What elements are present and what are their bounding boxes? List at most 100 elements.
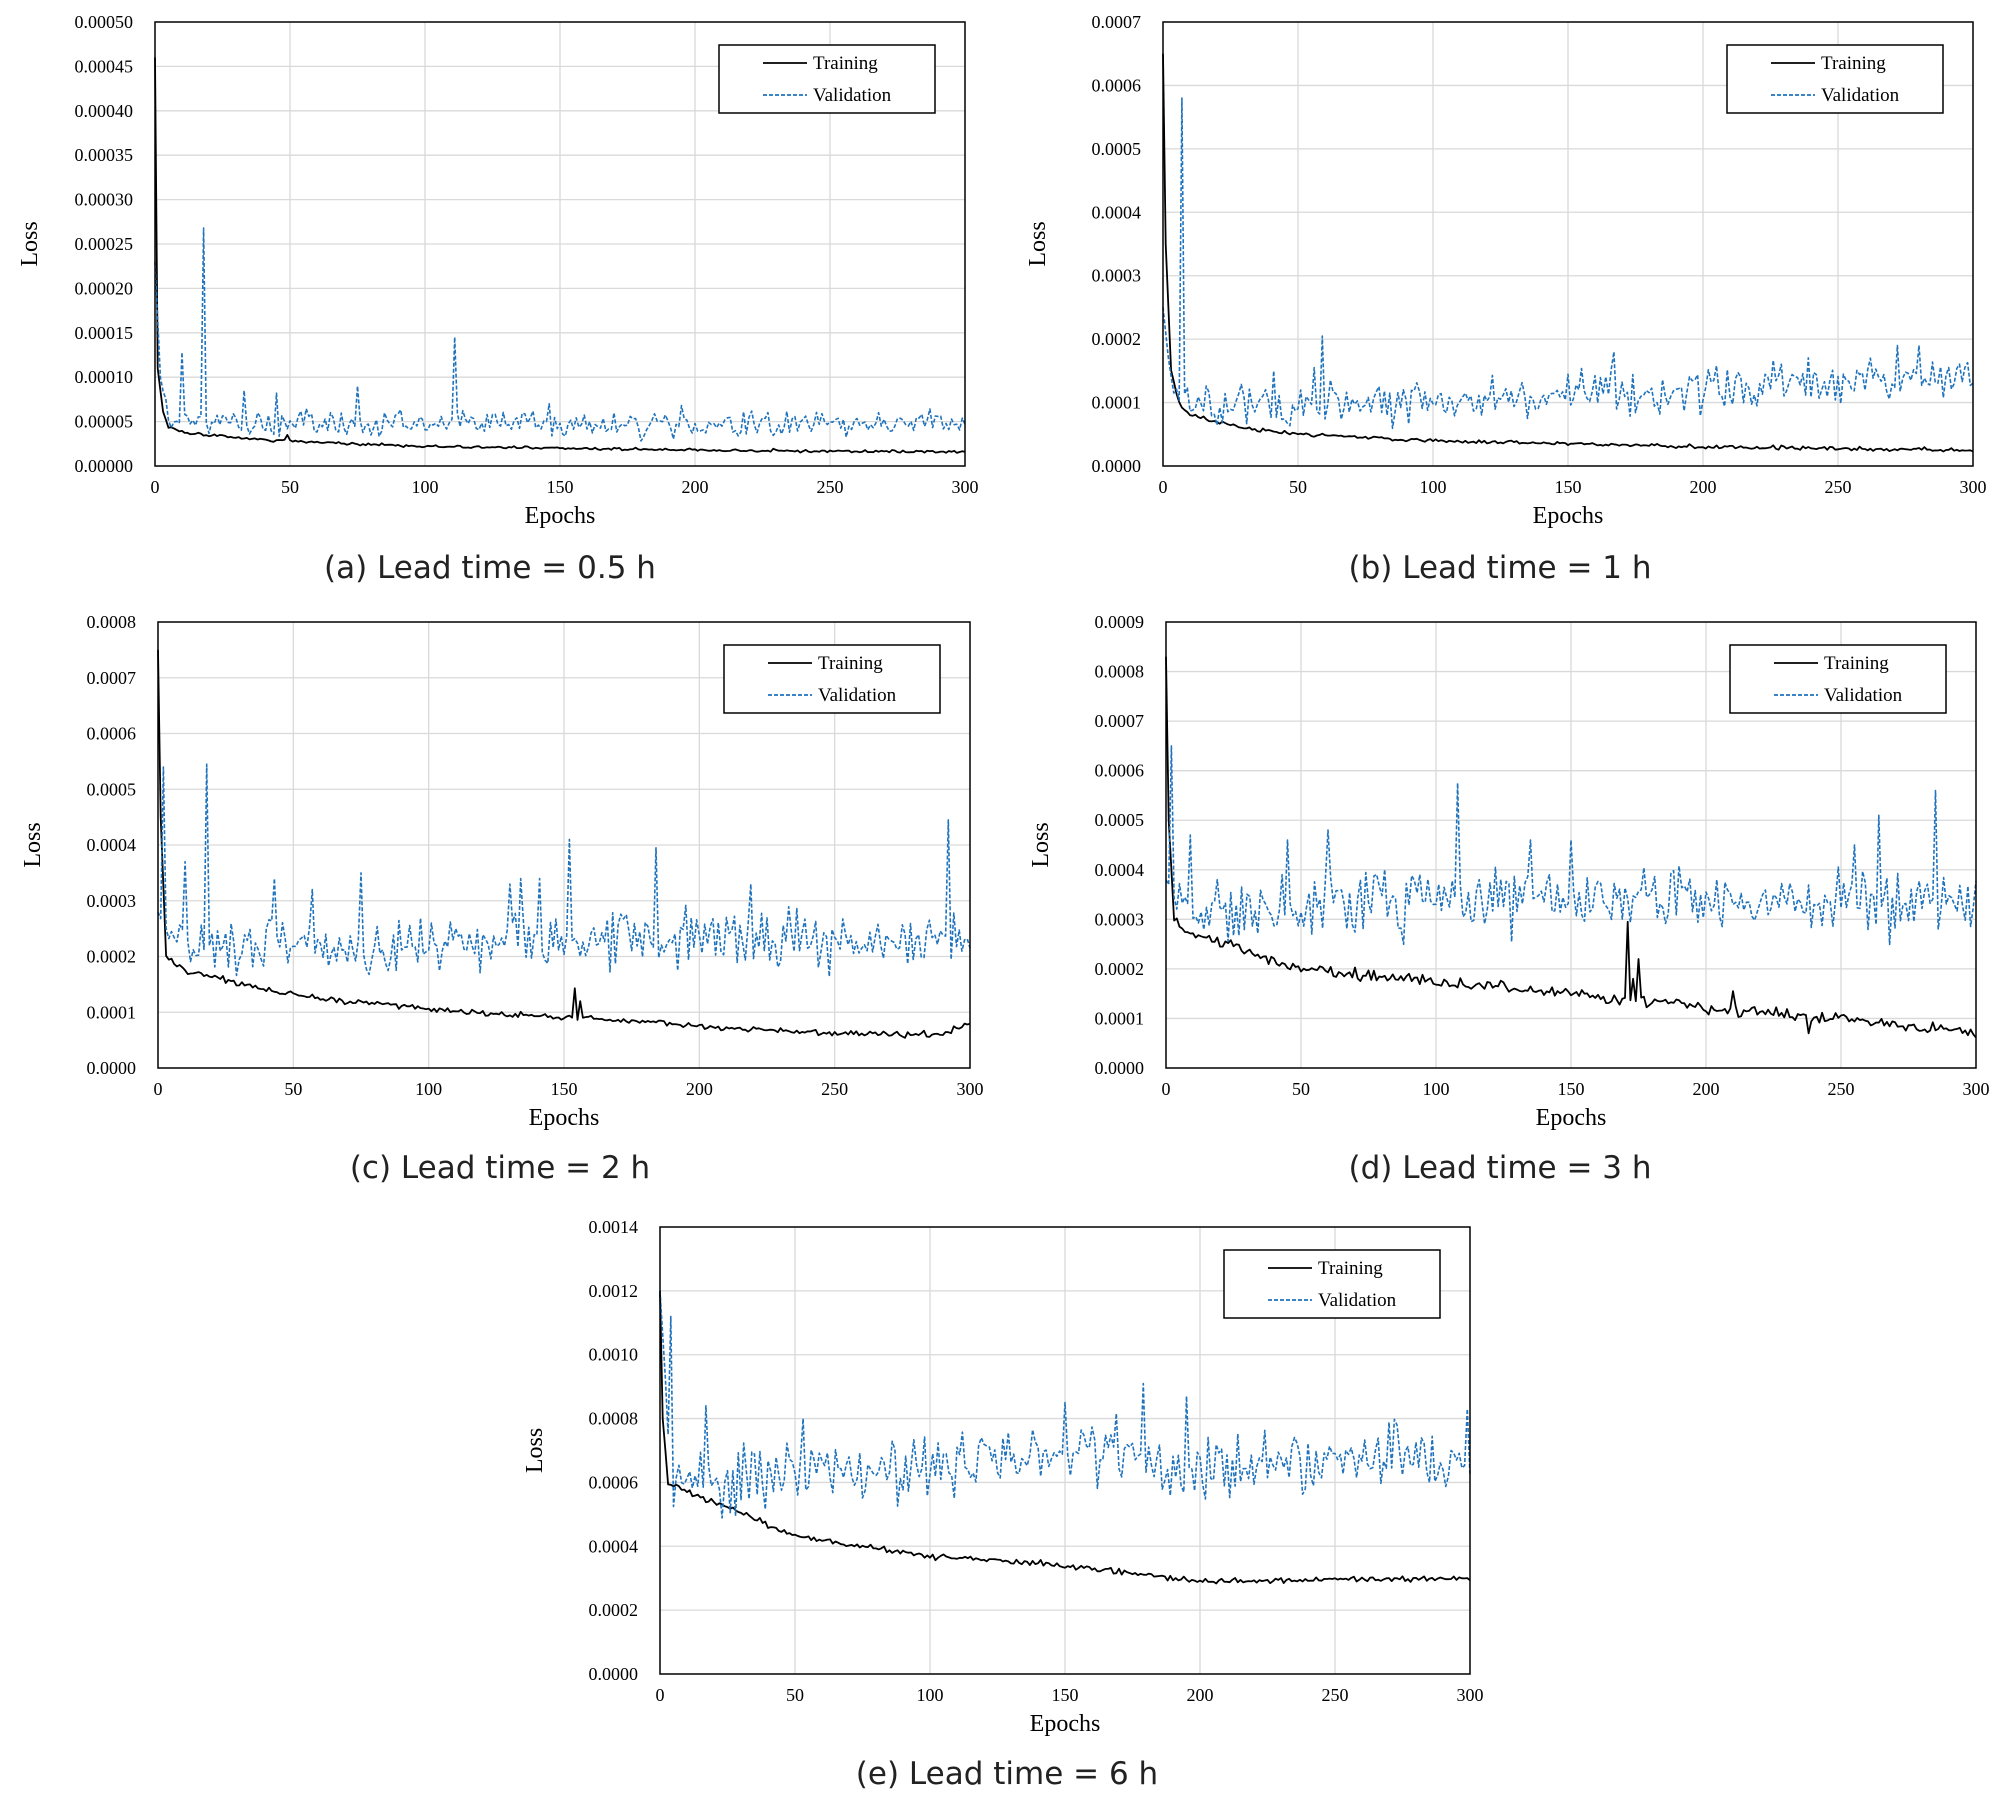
chart-caption: (d) Lead time = 3 h [1349, 1150, 1652, 1186]
y-tick-label: 0.0003 [1092, 266, 1142, 286]
legend-label-validation: Validation [1824, 685, 1903, 706]
x-tick-label: 50 [1289, 477, 1307, 497]
legend-label-training: Training [1318, 1258, 1383, 1279]
y-axis-label: Loss [1025, 221, 1051, 266]
legend-label-training: Training [818, 653, 883, 674]
x-tick-label: 300 [1457, 1685, 1484, 1705]
y-tick-label: 0.00020 [75, 278, 134, 298]
y-tick-label: 0.0004 [1095, 860, 1145, 880]
chart-caption: (e) Lead time = 6 h [856, 1756, 1158, 1792]
y-tick-label: 0.00045 [75, 56, 134, 76]
y-axis-label: Loss [17, 221, 43, 266]
series-line-training [157, 649, 971, 1039]
x-tick-label: 50 [786, 1685, 804, 1705]
y-tick-label: 0.0002 [1095, 959, 1145, 979]
y-tick-label: 0.00035 [75, 145, 134, 165]
legend: Training Validation [1223, 1249, 1441, 1319]
x-tick-label: 0 [1162, 1079, 1171, 1099]
y-tick-label: 0.00010 [75, 367, 134, 387]
x-tick-label: 50 [1292, 1079, 1310, 1099]
legend-label-training: Training [1821, 53, 1886, 74]
x-tick-label: 200 [1693, 1079, 1720, 1099]
legend: Training Validation [723, 644, 941, 714]
chart-b: 0 50 100 150 200 250 300 0.0000 0.0001 0.0002 0.00… [1025, 12, 1987, 586]
x-tick-label: 0 [151, 477, 160, 497]
y-tick-label: 0.00040 [75, 101, 134, 121]
x-tick-label: 250 [821, 1079, 848, 1099]
y-tick-label: 0.0008 [87, 612, 137, 632]
series-line-training [1162, 53, 1974, 453]
chart-caption: (a) Lead time = 0.5 h [324, 550, 656, 586]
y-tick-label: 0.0003 [1095, 909, 1145, 929]
y-tick-label: 0.0001 [87, 1002, 137, 1022]
y-tick-label: 0.0006 [1095, 761, 1145, 781]
y-tick-label: 0.0000 [1092, 456, 1142, 476]
x-tick-label: 250 [1828, 1079, 1855, 1099]
plot-frame [157, 621, 971, 1069]
legend-label-validation: Validation [1821, 85, 1900, 106]
x-tick-label: 250 [817, 477, 844, 497]
legend-box [1726, 44, 1944, 114]
y-tick-label: 0.0007 [1092, 12, 1142, 32]
y-tick-label: 0.00025 [75, 234, 134, 254]
y-axis-label: Loss [20, 822, 46, 867]
x-tick-label: 0 [656, 1685, 665, 1705]
x-tick-label: 100 [917, 1685, 944, 1705]
y-tick-label: 0.0001 [1092, 393, 1142, 413]
legend-label-validation: Validation [1318, 1290, 1397, 1311]
x-tick-label: 100 [412, 477, 439, 497]
chart-c: 0 50 100 150 200 250 300 0.0000 0.0001 0.0002 0.00… [20, 612, 984, 1186]
x-tick-label: 150 [1052, 1685, 1079, 1705]
series-line-training [659, 1290, 1471, 1585]
y-tick-label: 0.0006 [1092, 75, 1142, 95]
x-axis-label: Epochs [1533, 503, 1604, 529]
y-tick-label: 0.0000 [87, 1058, 137, 1078]
y-tick-label: 0.0006 [87, 724, 137, 744]
chart-a: 0 50 100 150 200 250 300 0.00000 0.00005 0.00010 0… [17, 12, 979, 586]
series-line-validation [659, 1290, 1471, 1519]
legend-box [723, 644, 941, 714]
y-tick-label: 0.0014 [589, 1217, 639, 1237]
y-tick-label: 0.00015 [75, 323, 134, 343]
x-tick-label: 150 [547, 477, 574, 497]
series-line-training [154, 57, 966, 454]
x-tick-label: 300 [1963, 1079, 1990, 1099]
x-tick-label: 100 [1420, 477, 1447, 497]
x-tick-label: 50 [281, 477, 299, 497]
y-axis-label: Loss [522, 1428, 548, 1473]
legend-label-validation: Validation [818, 685, 897, 706]
series-line-validation [157, 763, 971, 978]
x-tick-label: 150 [1555, 477, 1582, 497]
y-tick-label: 0.0008 [1095, 662, 1145, 682]
x-tick-label: 100 [415, 1079, 442, 1099]
y-tick-label: 0.0007 [87, 668, 137, 688]
y-tick-label: 0.0009 [1095, 612, 1145, 632]
y-tick-label: 0.0000 [1095, 1058, 1145, 1078]
x-tick-label: 50 [284, 1079, 302, 1099]
plot-frame [1162, 21, 1974, 467]
x-tick-label: 300 [1960, 477, 1987, 497]
y-tick-label: 0.0007 [1095, 711, 1145, 731]
y-tick-label: 0.0002 [1092, 329, 1142, 349]
y-tick-label: 0.0004 [589, 1536, 639, 1556]
x-axis-label: Epochs [529, 1105, 600, 1131]
x-tick-label: 300 [957, 1079, 984, 1099]
plot-frame [154, 21, 966, 467]
series-line-validation [154, 227, 966, 442]
x-axis-label: Epochs [1030, 1711, 1101, 1737]
x-tick-label: 250 [1825, 477, 1852, 497]
y-tick-label: 0.0010 [589, 1345, 639, 1365]
y-tick-label: 0.0008 [589, 1409, 639, 1429]
x-tick-label: 150 [1558, 1079, 1585, 1099]
chart-d: 0 50 100 150 200 250 300 0.0000 0.0001 0.0002 0.00… [1028, 612, 1990, 1186]
x-axis-label: Epochs [525, 503, 596, 529]
y-tick-label: 0.00050 [75, 12, 134, 32]
y-tick-label: 0.0000 [589, 1664, 639, 1684]
x-tick-label: 250 [1322, 1685, 1349, 1705]
y-tick-label: 0.0005 [87, 779, 137, 799]
y-tick-label: 0.0001 [1095, 1008, 1145, 1028]
legend-box [1729, 644, 1947, 714]
legend-box [1223, 1249, 1441, 1319]
legend-box [718, 44, 936, 114]
